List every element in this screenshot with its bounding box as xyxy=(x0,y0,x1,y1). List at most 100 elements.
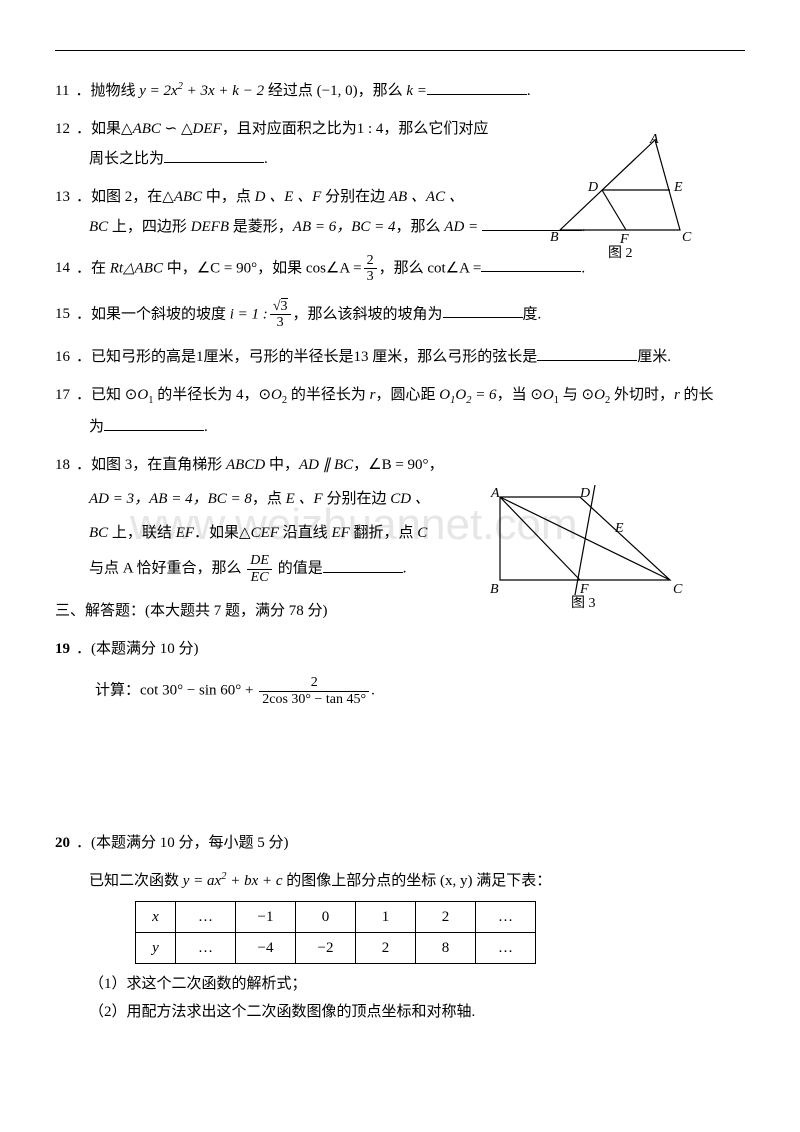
numerator: 2 xyxy=(364,253,377,269)
text: 已知二次函数 xyxy=(89,873,183,889)
text: ．在 xyxy=(76,260,110,276)
page-content: A D E B F C 图 2 A D E B F C 图 3 11．抛物线 y… xyxy=(55,79,745,1024)
point: (−1, 0) xyxy=(317,83,358,99)
text: 的图像上部分点的坐标 xyxy=(283,873,441,889)
rt-triangle: Rt△ABC xyxy=(110,260,163,276)
cell: −1 xyxy=(236,901,296,932)
point: (x, y) xyxy=(440,873,473,889)
cell: −2 xyxy=(296,932,356,963)
variable: AD = xyxy=(444,219,478,235)
variable: i = 1 : xyxy=(230,306,268,322)
text: 周长之比为 xyxy=(89,151,164,167)
problem-16: 16．已知弓形的高是1厘米，弓形的半径长是13 厘米，那么弓形的弦长是厘米. xyxy=(55,345,745,369)
line2: 为. xyxy=(89,415,745,439)
blank xyxy=(104,416,204,431)
line2: 周长之比为. xyxy=(89,147,745,171)
circle2b: ⊙O2 xyxy=(582,387,611,403)
problem-number: 15 xyxy=(55,306,70,322)
period: . xyxy=(403,561,407,577)
text: 与 xyxy=(559,387,582,403)
title: ．(本题满分 10 分) xyxy=(76,641,199,657)
numerator: 2 xyxy=(259,675,369,691)
text: 分别在边 xyxy=(323,491,391,507)
cot: cot∠A = xyxy=(427,260,481,276)
problem-number: 20 xyxy=(55,835,70,851)
point-c: C xyxy=(417,525,427,541)
angle: ∠B = 90° xyxy=(368,457,428,473)
problem-number: 11 xyxy=(55,83,69,99)
angle: ∠C = 90° xyxy=(197,260,257,276)
blank xyxy=(427,80,527,95)
text: ，且对应面积之比为 xyxy=(222,121,357,137)
cell: 1 xyxy=(356,901,416,932)
cell: 8 xyxy=(416,932,476,963)
text: 为 xyxy=(89,419,104,435)
equation: y = 2x2 + 3x + k − 2 xyxy=(139,83,264,99)
cell: … xyxy=(476,932,536,963)
text: ，那么 xyxy=(396,219,445,235)
text: ．已知弓形的高是 xyxy=(76,349,196,365)
period: . xyxy=(582,219,586,235)
text: ．如图 3，在直角梯形 xyxy=(76,457,226,473)
problem-12: 12．如果△ABC ∽ △DEF，且对应面积之比为1 : 4，那么它们对应 周长… xyxy=(55,117,745,171)
sides: AB 、AC 、 xyxy=(389,189,464,205)
problem-18: 18．如图 3，在直角梯形 ABCD 中，AD ∥ BC，∠B = 90°， A… xyxy=(55,453,745,585)
cos: cos∠A = xyxy=(306,260,362,276)
numerator: √3 xyxy=(270,299,291,315)
text: 经过点 xyxy=(264,83,317,99)
spacer xyxy=(55,721,745,831)
values: AB = 6，BC = 4 xyxy=(293,219,396,235)
expression: cot 30° − sin 60° + xyxy=(140,682,257,698)
blank xyxy=(164,148,264,163)
sides: CD 、 xyxy=(390,491,430,507)
fraction: 23 xyxy=(364,253,377,285)
text: BC xyxy=(89,525,108,541)
problem-17: 17．已知 ⊙O1 的半径长为 4，⊙O2 的半径长为 r，圆心距 O1O2 =… xyxy=(55,383,745,440)
unit: 度. xyxy=(523,306,542,322)
points: E 、F xyxy=(286,491,323,507)
line4: 与点 A 恰好重合，那么 DEEC 的值是. xyxy=(89,553,535,585)
text: ，圆心距 xyxy=(375,387,439,403)
blank xyxy=(482,216,582,231)
compute-line: 计算：cot 30° − sin 60° + 22cos 30° − tan 4… xyxy=(95,675,745,707)
cell: … xyxy=(176,932,236,963)
text: ．如果 xyxy=(194,525,239,541)
fraction: √33 xyxy=(270,299,291,331)
text: EF xyxy=(176,525,194,541)
text: 分别在边 xyxy=(321,189,389,205)
text: 上，联结 xyxy=(108,525,176,541)
text: 厘米，弓形的半径长是 xyxy=(204,349,354,365)
text: BC xyxy=(89,219,108,235)
problem-19: 19．(本题满分 10 分) 计算：cot 30° − sin 60° + 22… xyxy=(55,637,745,707)
text: ，点 xyxy=(252,491,286,507)
text: EF xyxy=(331,525,349,541)
cell: x xyxy=(136,901,176,932)
blank xyxy=(443,303,523,318)
equation: y = ax2 + bx + c xyxy=(183,873,283,889)
text: 中， xyxy=(265,457,299,473)
problem-11: 11．抛物线 y = 2x2 + 3x + k − 2 经过点 (−1, 0)，… xyxy=(55,79,745,103)
value: 13 xyxy=(354,349,369,365)
text: ．如果一个斜坡的坡度 xyxy=(76,306,230,322)
text: ．如果 xyxy=(76,121,121,137)
problem-15: 15．如果一个斜坡的坡度 i = 1 :√33，那么该斜坡的坡角为度. xyxy=(55,299,745,331)
text: ，那么 xyxy=(379,260,428,276)
line2: AD = 3，AB = 4，BC = 8，点 E 、F 分别在边 CD 、 xyxy=(89,487,535,511)
trapezoid: ABCD xyxy=(226,457,265,473)
cell: … xyxy=(476,901,536,932)
period: . xyxy=(581,260,585,276)
circle1: ⊙O1 xyxy=(125,387,154,403)
ratio: 1 : 4 xyxy=(357,121,384,137)
text: 满足下表： xyxy=(473,873,552,889)
circle1b: ⊙O1 xyxy=(530,387,559,403)
problem-20: 20 ．(本题满分 10 分，每小题 5 分) 已知二次函数 y = ax2 + … xyxy=(55,831,745,1024)
cell: … xyxy=(176,901,236,932)
blank xyxy=(481,257,581,272)
table-row: x … −1 0 1 2 … xyxy=(136,901,536,932)
intro: 已知二次函数 y = ax2 + bx + c 的图像上部分点的坐标 (x, y… xyxy=(89,869,745,893)
values: AD = 3，AB = 4，BC = 8 xyxy=(89,491,252,507)
parallel: AD ∥ BC xyxy=(299,457,353,473)
title: ．(本题满分 10 分，每小题 5 分) xyxy=(76,835,289,851)
label: 计算： xyxy=(95,682,140,698)
text: 外切时， xyxy=(610,387,674,403)
